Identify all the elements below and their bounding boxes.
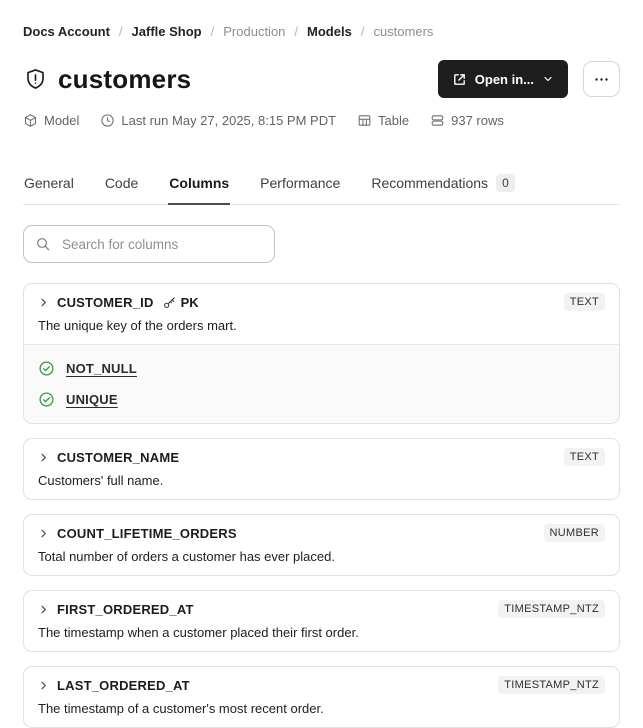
column-name: COUNT_LIFETIME_ORDERS (57, 525, 237, 541)
page-title: customers (58, 63, 192, 94)
column-header[interactable]: CUSTOMER_NAME TEXT (38, 448, 605, 466)
test-row: UNIQUE (38, 384, 605, 415)
chevron-right-icon[interactable] (38, 680, 49, 691)
primary-key-tag: PK (162, 295, 199, 310)
tab-general[interactable]: General (23, 174, 75, 205)
meta-row-count: 937 rows (430, 113, 504, 128)
tab-bar: General Code Columns Performance Recomme… (23, 174, 620, 205)
column-card-first-ordered-at: FIRST_ORDERED_AT TIMESTAMP_NTZ The times… (23, 590, 620, 652)
column-card-customer-name: CUSTOMER_NAME TEXT Customers' full name. (23, 438, 620, 500)
breadcrumb-separator: / (360, 24, 365, 39)
rows-icon (431, 115, 444, 126)
tab-recommendations-label: Recommendations (371, 175, 489, 191)
column-description: Customers' full name. (38, 473, 164, 488)
column-name: CUSTOMER_ID (57, 294, 154, 310)
column-card-count-lifetime-orders: COUNT_LIFETIME_ORDERS NUMBER Total numbe… (23, 514, 620, 576)
chevron-down-icon (544, 76, 552, 82)
column-description: The timestamp of a customer's most recen… (38, 701, 324, 716)
column-name: FIRST_ORDERED_AT (57, 601, 194, 617)
column-type-badge: TEXT (563, 293, 605, 311)
search-input[interactable] (23, 225, 275, 263)
page-header: customers Open in... (23, 60, 620, 98)
tab-general-label: General (24, 175, 74, 191)
check-circle-icon (38, 360, 55, 377)
column-description: The unique key of the orders mart. (38, 318, 237, 333)
meta-materialization-label: Table (378, 113, 410, 128)
tab-columns-label: Columns (169, 175, 230, 191)
search-icon (37, 238, 50, 251)
breadcrumb-separator: / (210, 24, 215, 39)
column-type-badge: TIMESTAMP_NTZ (498, 600, 605, 618)
table-icon (358, 115, 371, 126)
column-name: LAST_ORDERED_AT (57, 677, 190, 693)
tab-performance-label: Performance (260, 175, 341, 191)
chevron-right-icon[interactable] (38, 452, 49, 463)
column-header[interactable]: COUNT_LIFETIME_ORDERS NUMBER (38, 524, 605, 542)
breadcrumb: Docs Account / Jaffle Shop / Production … (23, 24, 620, 39)
meta-resource-type: Model (23, 113, 79, 128)
clock-icon (101, 114, 115, 127)
column-header[interactable]: FIRST_ORDERED_AT TIMESTAMP_NTZ (38, 600, 605, 618)
column-list: CUSTOMER_ID PK TEXT The unique key of th… (23, 283, 620, 728)
breadcrumb-item-production[interactable]: Production (223, 24, 286, 39)
open-in-label: Open in... (474, 71, 534, 87)
primary-key-label: PK (180, 294, 199, 310)
open-in-button[interactable]: Open in... (437, 60, 568, 98)
shield-alert-icon (27, 68, 44, 89)
column-type-badge: NUMBER (543, 524, 605, 542)
column-card-customer-id: CUSTOMER_ID PK TEXT The unique key of th… (23, 283, 620, 424)
chevron-right-icon[interactable] (38, 604, 49, 615)
column-name: CUSTOMER_NAME (57, 449, 180, 465)
chevron-right-icon[interactable] (38, 297, 49, 308)
external-link-icon (453, 73, 465, 85)
breadcrumb-separator: / (294, 24, 299, 39)
check-circle-icon (38, 391, 55, 408)
title-wrap: customers (23, 64, 191, 95)
ellipsis-icon (595, 77, 608, 81)
test-row: NOT_NULL (38, 353, 605, 384)
tab-code[interactable]: Code (104, 174, 139, 205)
more-options-button[interactable] (583, 61, 620, 97)
meta-last-run: Last run May 27, 2025, 8:15 PM PDT (100, 113, 336, 128)
tab-code-label: Code (104, 175, 139, 191)
recommendations-count-badge: 0 (496, 174, 515, 192)
test-link-not-null[interactable]: NOT_NULL (66, 361, 137, 376)
chevron-right-icon[interactable] (38, 528, 49, 539)
breadcrumb-item-customers: customers (373, 24, 434, 39)
test-link-unique[interactable]: UNIQUE (66, 392, 118, 407)
column-type-badge: TIMESTAMP_NTZ (498, 676, 605, 694)
breadcrumb-item-docs-account[interactable]: Docs Account (23, 24, 110, 39)
breadcrumb-item-jaffle-shop[interactable]: Jaffle Shop (131, 24, 202, 39)
tab-recommendations[interactable]: Recommendations 0 (370, 174, 515, 205)
tab-performance[interactable]: Performance (259, 174, 341, 205)
meta-resource-type-label: Model (44, 113, 80, 128)
meta-last-run-label: Last run May 27, 2025, 8:15 PM PDT (121, 113, 337, 128)
cube-icon (24, 114, 37, 127)
header-actions: Open in... (437, 60, 620, 98)
column-card-last-ordered-at: LAST_ORDERED_AT TIMESTAMP_NTZ The timest… (23, 666, 620, 728)
column-header[interactable]: CUSTOMER_ID PK TEXT (38, 293, 605, 311)
column-header[interactable]: LAST_ORDERED_AT TIMESTAMP_NTZ (38, 676, 605, 694)
breadcrumb-item-models[interactable]: Models (307, 24, 352, 39)
meta-materialization: Table (357, 113, 409, 128)
meta-row: Model Last run May 27, 2025, 8:15 PM PDT… (23, 113, 620, 128)
tab-columns[interactable]: Columns (168, 174, 231, 205)
column-type-badge: TEXT (563, 448, 605, 466)
key-icon (163, 296, 175, 308)
breadcrumb-separator: / (118, 24, 123, 39)
meta-row-count-label: 937 rows (451, 113, 504, 128)
column-tests: NOT_NULL UNIQUE (24, 344, 619, 423)
column-description: Total number of orders a customer has ev… (38, 549, 335, 564)
search-wrap (23, 225, 275, 263)
column-description: The timestamp when a customer placed the… (38, 625, 359, 640)
